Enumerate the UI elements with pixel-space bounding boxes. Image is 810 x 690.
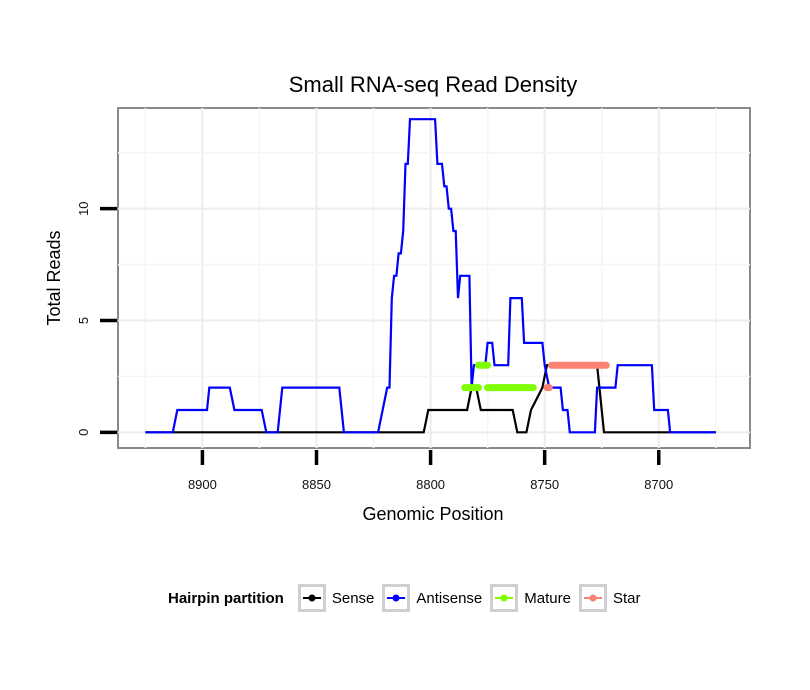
legend-item-sense: Sense	[297, 584, 375, 612]
legend-item-star: Star	[578, 584, 641, 612]
legend-key-antisense	[382, 584, 411, 612]
legend-item-antisense: Antisense	[382, 584, 482, 612]
y-tick-label: 0	[76, 429, 91, 436]
legend-label-sense: Sense	[331, 589, 375, 607]
legend-key-mature	[490, 584, 519, 612]
x-tick-label: 8900	[188, 477, 217, 492]
grid-lines	[118, 108, 750, 448]
x-axis-title: Genomic Position	[362, 504, 503, 524]
y-tick-label: 10	[76, 201, 91, 215]
x-tick-label: 8850	[302, 477, 331, 492]
legend-label-star: Star	[612, 589, 641, 607]
series-line-antisense	[145, 118, 716, 434]
x-tick-label: 8700	[644, 477, 673, 492]
y-axis: 0 5 10	[76, 201, 117, 436]
y-tick-label: 5	[76, 317, 91, 324]
plot-panel	[117, 107, 751, 449]
legend-key-star	[578, 584, 607, 612]
series-layer	[145, 118, 716, 434]
legend-label-mature: Mature	[524, 589, 571, 607]
y-axis-title: Total Reads	[44, 230, 64, 325]
x-tick-label: 8750	[530, 477, 559, 492]
legend: Hairpin partition Sense Antisense Mature…	[168, 578, 648, 618]
legend-key-sense	[297, 584, 326, 612]
x-tick-label: 8800	[416, 477, 445, 492]
legend-label-antisense: Antisense	[416, 589, 483, 607]
legend-item-mature: Mature	[490, 584, 571, 612]
legend-title: Hairpin partition	[168, 589, 284, 607]
x-axis: 8900 8850 8800 8750 8700	[188, 450, 673, 492]
chart-title: Small RNA-seq Read Density	[289, 72, 578, 97]
